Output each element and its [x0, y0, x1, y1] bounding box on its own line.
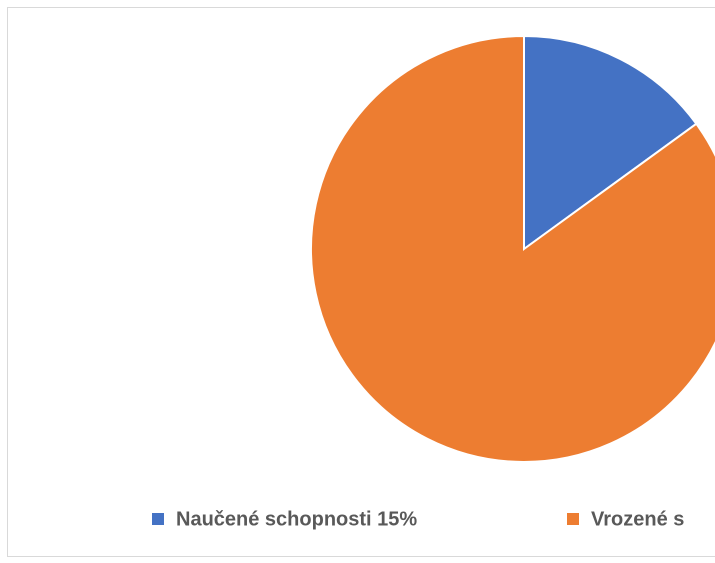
pie-slice	[523, 34, 698, 251]
legend-label: Vrozené s	[591, 508, 684, 530]
legend-label: Naučené schopnosti 15%	[176, 508, 417, 530]
legend-swatch	[567, 513, 579, 525]
legend-swatch	[152, 513, 164, 525]
pie-slice	[310, 34, 715, 463]
